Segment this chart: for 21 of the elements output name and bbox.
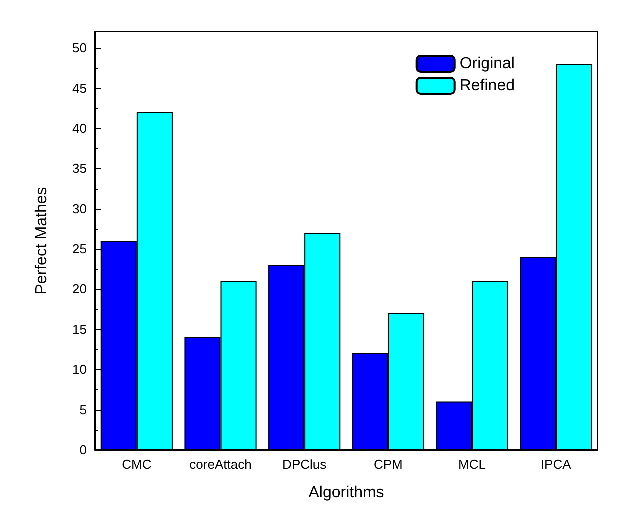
y-tick-label: 35 (72, 161, 87, 176)
y-tick-label: 40 (72, 120, 87, 136)
y-tick-label: 25 (72, 242, 87, 257)
x-axis-title: Algorithms (308, 484, 384, 502)
y-tick-label: 20 (72, 282, 87, 297)
x-tick-label: CPM (374, 457, 403, 472)
legend-label: Refined (460, 78, 516, 94)
y-tick-label: 30 (72, 201, 87, 216)
x-tick-label: DPClus (282, 457, 328, 472)
y-tick-label: 50 (72, 40, 87, 56)
y-tick-label: 10 (72, 362, 87, 378)
y-tick-label: 15 (72, 322, 87, 337)
y-tick-label: 45 (72, 80, 87, 96)
y-tick-label: 0 (80, 442, 87, 458)
y-axis-title: Perfect Mathes (34, 187, 50, 295)
x-tick-label: coreAttach (190, 457, 252, 472)
y-tick-label: 5 (80, 402, 87, 418)
x-tick-label: MCL (458, 457, 486, 472)
x-tick-label: CMC (122, 457, 152, 472)
x-tick-label: IPCA (540, 457, 572, 472)
legend-label: Original (460, 56, 515, 72)
